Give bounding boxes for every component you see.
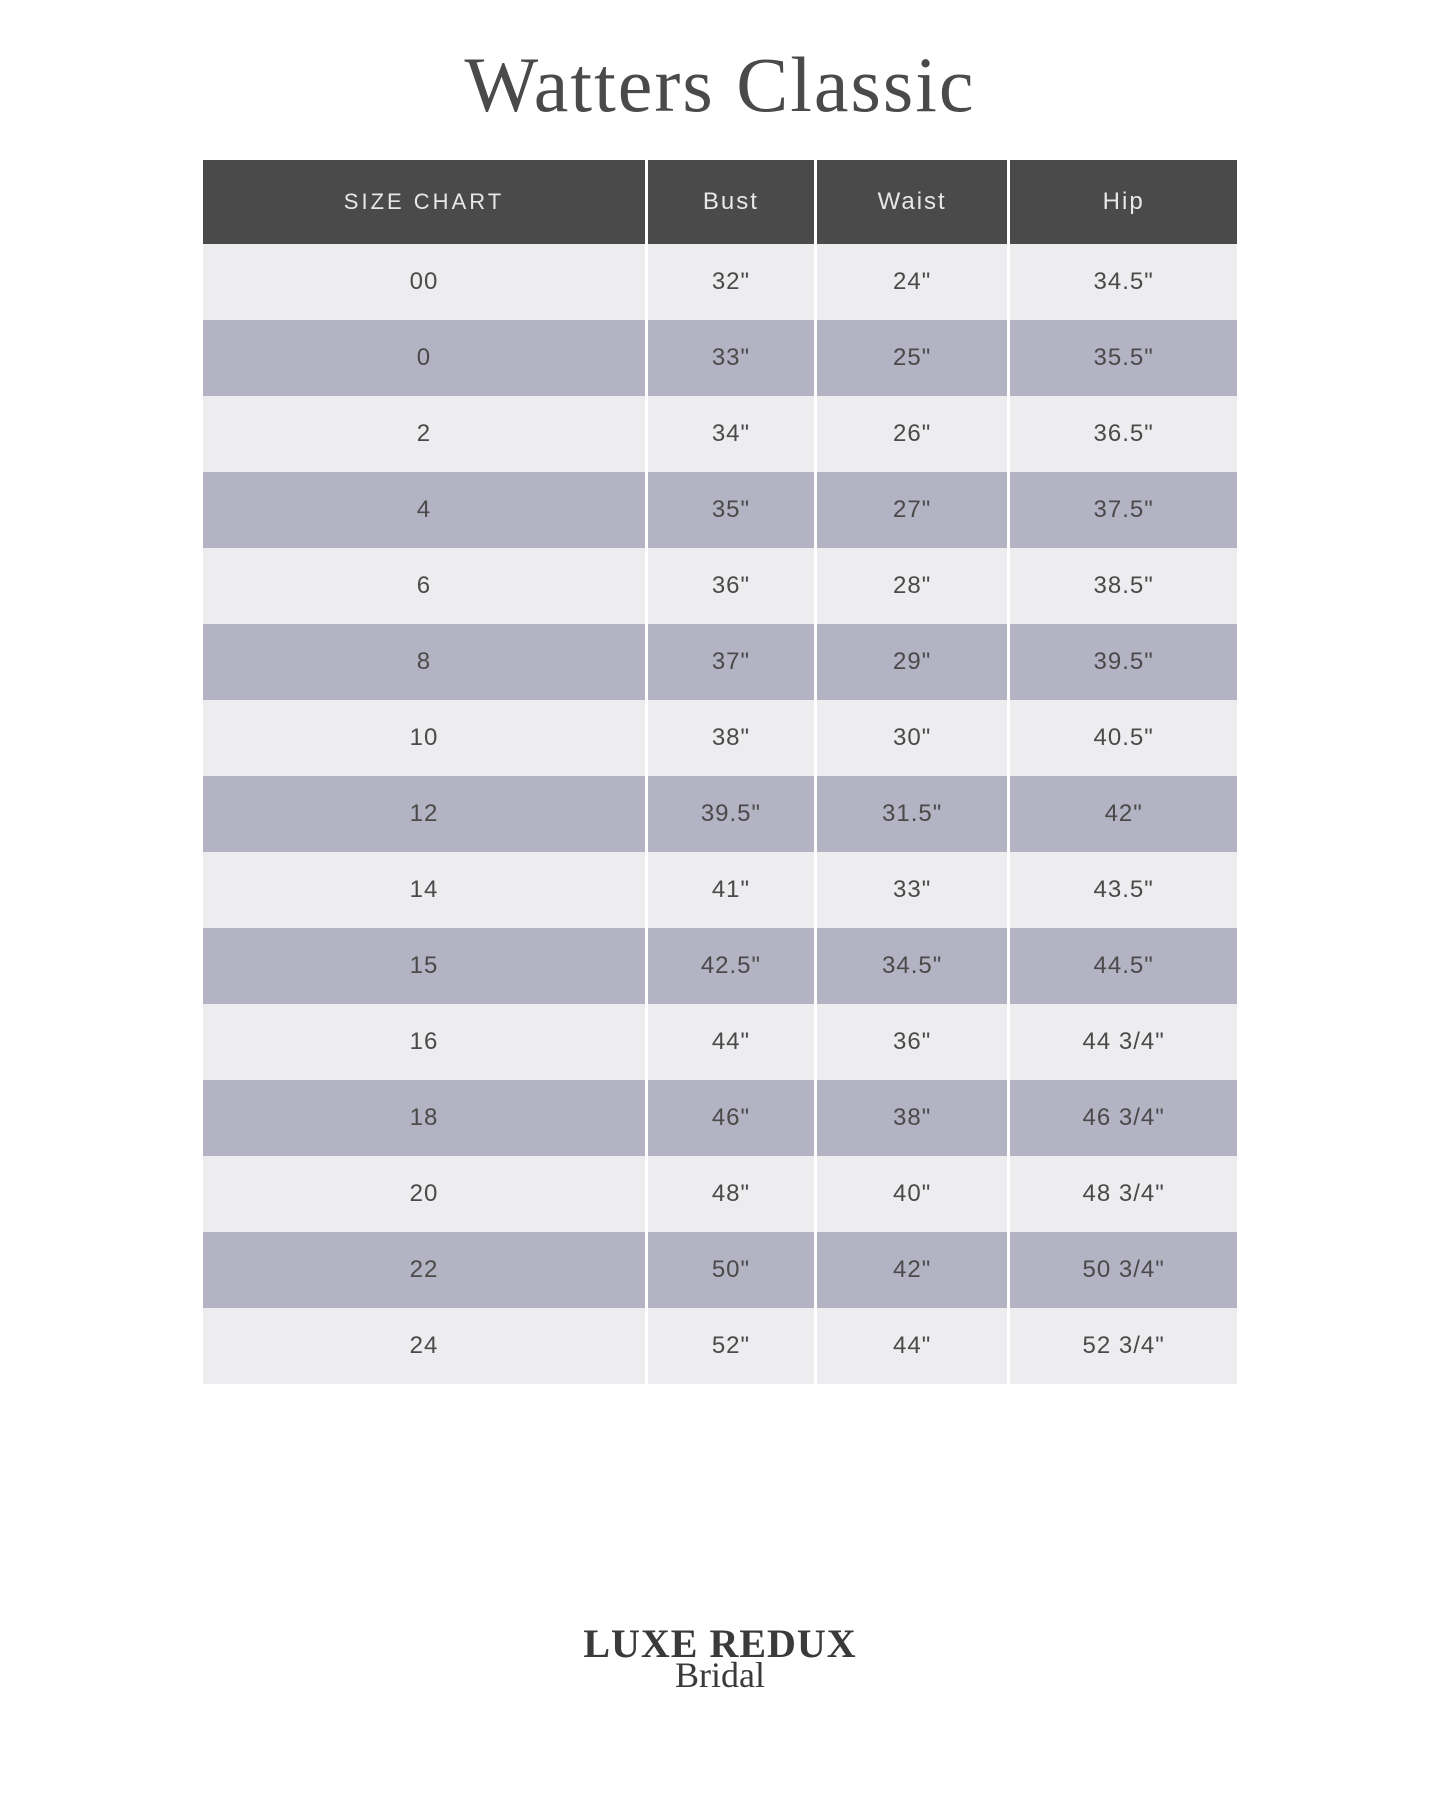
table-row: 0032"24"34.5" [203,244,1237,320]
table-row: 1038"30"40.5" [203,700,1237,776]
table-cell: 27" [817,472,1007,548]
table-cell: 36.5" [1010,396,1237,472]
table-cell: 15 [203,928,645,1004]
table-cell: 50" [648,1232,814,1308]
table-cell: 43.5" [1010,852,1237,928]
table-cell: 40" [817,1156,1007,1232]
table-row: 1846"38"46 3/4" [203,1080,1237,1156]
size-chart-table: SIZE CHART Bust Waist Hip 0032"24"34.5"0… [200,160,1240,1384]
table-cell: 32" [648,244,814,320]
table-cell: 34.5" [1010,244,1237,320]
table-cell: 44" [648,1004,814,1080]
table-cell: 24" [817,244,1007,320]
col-header-bust: Bust [648,160,814,244]
col-header-hip: Hip [1010,160,1237,244]
table-cell: 50 3/4" [1010,1232,1237,1308]
table-cell: 37" [648,624,814,700]
table-cell: 24 [203,1308,645,1384]
table-row: 2250"42"50 3/4" [203,1232,1237,1308]
table-cell: 25" [817,320,1007,396]
table-cell: 16 [203,1004,645,1080]
size-chart-table-container: SIZE CHART Bust Waist Hip 0032"24"34.5"0… [200,160,1240,1384]
table-cell: 33" [648,320,814,396]
table-cell: 34.5" [817,928,1007,1004]
table-row: 636"28"38.5" [203,548,1237,624]
table-cell: 40.5" [1010,700,1237,776]
table-cell: 46" [648,1080,814,1156]
table-cell: 37.5" [1010,472,1237,548]
table-cell: 00 [203,244,645,320]
table-cell: 10 [203,700,645,776]
table-cell: 6 [203,548,645,624]
table-cell: 42.5" [648,928,814,1004]
table-cell: 39.5" [648,776,814,852]
col-header-waist: Waist [817,160,1007,244]
table-cell: 12 [203,776,645,852]
table-cell: 52 3/4" [1010,1308,1237,1384]
table-cell: 30" [817,700,1007,776]
table-cell: 22 [203,1232,645,1308]
table-row: 1441"33"43.5" [203,852,1237,928]
table-cell: 38" [817,1080,1007,1156]
table-header-row: SIZE CHART Bust Waist Hip [203,160,1237,244]
table-cell: 28" [817,548,1007,624]
table-row: 1644"36"44 3/4" [203,1004,1237,1080]
table-row: 2452"44"52 3/4" [203,1308,1237,1384]
table-cell: 0 [203,320,645,396]
table-cell: 4 [203,472,645,548]
table-row: 435"27"37.5" [203,472,1237,548]
table-cell: 48" [648,1156,814,1232]
table-row: 033"25"35.5" [203,320,1237,396]
table-row: 234"26"36.5" [203,396,1237,472]
table-cell: 2 [203,396,645,472]
table-cell: 44" [817,1308,1007,1384]
table-cell: 18 [203,1080,645,1156]
table-cell: 52" [648,1308,814,1384]
table-cell: 8 [203,624,645,700]
table-cell: 46 3/4" [1010,1080,1237,1156]
table-cell: 38.5" [1010,548,1237,624]
table-cell: 38" [648,700,814,776]
table-cell: 34" [648,396,814,472]
table-cell: 35" [648,472,814,548]
table-cell: 26" [817,396,1007,472]
table-cell: 39.5" [1010,624,1237,700]
table-cell: 41" [648,852,814,928]
table-row: 1542.5"34.5"44.5" [203,928,1237,1004]
table-cell: 31.5" [817,776,1007,852]
table-cell: 44.5" [1010,928,1237,1004]
table-row: 837"29"39.5" [203,624,1237,700]
table-cell: 42" [1010,776,1237,852]
table-cell: 42" [817,1232,1007,1308]
table-cell: 33" [817,852,1007,928]
table-cell: 44 3/4" [1010,1004,1237,1080]
table-cell: 20 [203,1156,645,1232]
table-row: 2048"40"48 3/4" [203,1156,1237,1232]
table-row: 1239.5"31.5"42" [203,776,1237,852]
footer-logo: LUXE REDUX Bridal [583,1624,856,1696]
page-title: Watters Classic [464,40,975,130]
table-cell: 35.5" [1010,320,1237,396]
col-header-size: SIZE CHART [203,160,645,244]
table-cell: 48 3/4" [1010,1156,1237,1232]
table-body: 0032"24"34.5"033"25"35.5"234"26"36.5"435… [203,244,1237,1384]
table-cell: 36" [648,548,814,624]
table-cell: 14 [203,852,645,928]
table-cell: 36" [817,1004,1007,1080]
table-cell: 29" [817,624,1007,700]
